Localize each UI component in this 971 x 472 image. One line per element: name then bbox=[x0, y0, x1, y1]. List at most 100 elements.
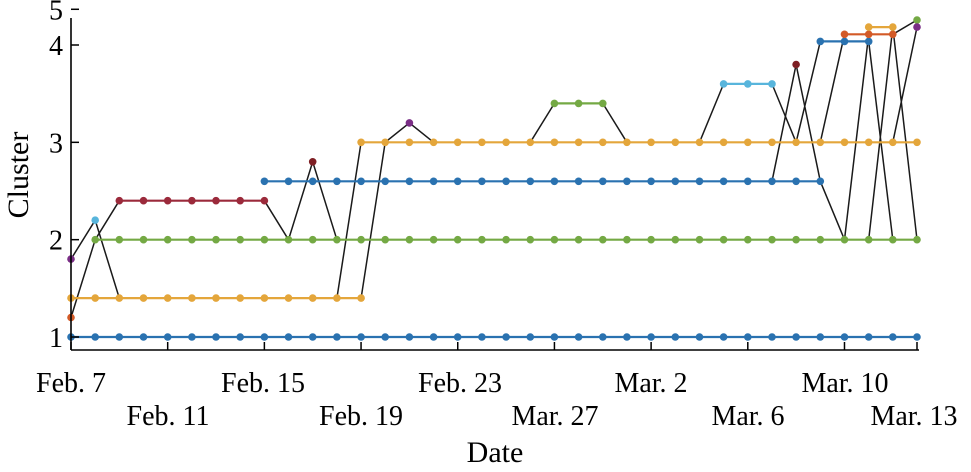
series-6-point-8 bbox=[526, 138, 535, 147]
series-3-point-18 bbox=[502, 235, 510, 244]
series-9-point-3 bbox=[864, 37, 873, 46]
series-2-point-7 bbox=[212, 294, 220, 302]
series-layer bbox=[71, 26, 917, 339]
series-10-point-2 bbox=[864, 30, 873, 39]
series-5-point-7 bbox=[405, 177, 414, 186]
x-tick-label-upper-3: Feb. 23 bbox=[418, 368, 502, 399]
series-3-point-6 bbox=[212, 235, 220, 244]
series-3-point-8 bbox=[260, 235, 269, 244]
series-5-point-11 bbox=[502, 177, 510, 186]
series-3-point-22 bbox=[599, 235, 607, 244]
series-3-point-14 bbox=[405, 235, 414, 244]
series-3-point-17 bbox=[478, 235, 486, 244]
x-tick-label-lower-1: Feb. 11 bbox=[127, 401, 210, 432]
series-5-point-3 bbox=[308, 177, 317, 186]
connector-line-3 bbox=[263, 159, 338, 242]
series-1-point-17 bbox=[453, 333, 462, 341]
series-2-point-9 bbox=[260, 294, 269, 302]
series-3-point-12 bbox=[357, 235, 365, 244]
series-1-point-25 bbox=[647, 333, 655, 341]
points-layer bbox=[67, 16, 921, 341]
connector-line-8 bbox=[698, 83, 725, 143]
series-1-point-7 bbox=[212, 333, 220, 341]
series-1-point-3 bbox=[115, 333, 124, 341]
series-3-point-1 bbox=[91, 235, 99, 244]
series-3-point-20 bbox=[550, 235, 559, 244]
connector-line-7 bbox=[602, 103, 628, 143]
series-5-point-5 bbox=[357, 177, 365, 186]
x-tick-label-upper-5: Mar. 10 bbox=[801, 368, 888, 399]
series-3-point-30 bbox=[792, 235, 800, 244]
connector-line-9 bbox=[771, 41, 822, 145]
series-5-point-20 bbox=[719, 177, 728, 186]
series-6-point-9 bbox=[550, 138, 559, 147]
x-tick-label-upper-2: Feb. 15 bbox=[221, 368, 305, 399]
series-1-point-5 bbox=[163, 333, 172, 341]
series-4-point-6 bbox=[236, 196, 244, 205]
series-6-point-1 bbox=[357, 138, 365, 147]
series-1-point-14 bbox=[381, 333, 390, 341]
connector-line-1 bbox=[70, 218, 121, 299]
series-2-point-4 bbox=[139, 294, 148, 302]
series-1-point-2 bbox=[91, 333, 99, 341]
series-1-point-31 bbox=[792, 333, 800, 341]
series-6-point-19 bbox=[792, 138, 800, 147]
series-7-point-1 bbox=[550, 99, 559, 108]
series-2-point-6 bbox=[188, 294, 196, 302]
series-3-point-5 bbox=[188, 235, 196, 244]
series-6-point-21 bbox=[840, 138, 849, 147]
connector-line-16 bbox=[892, 26, 918, 143]
ticks-layer: 1 2 3 4 5 Feb. 7 Feb. 15 Feb. 23 Mar. 2 Mar. 10 Fe… bbox=[36, 0, 958, 432]
series-7-point-3 bbox=[599, 99, 607, 108]
series-10-point-1 bbox=[840, 30, 849, 39]
series-3-point-24 bbox=[647, 235, 655, 244]
series-5-point-13 bbox=[550, 177, 559, 186]
series-6-point-2 bbox=[381, 138, 390, 147]
series-1-point-29 bbox=[744, 333, 752, 341]
connector-line-10 bbox=[819, 34, 870, 243]
series-1-point-33 bbox=[840, 333, 849, 341]
series-5-point-21 bbox=[744, 177, 752, 186]
series-18-point-1 bbox=[913, 16, 921, 24]
series-1-point-20 bbox=[526, 333, 535, 341]
series-3-point-10 bbox=[308, 235, 317, 244]
series-3-point-13 bbox=[381, 235, 390, 244]
x-tick-label-lower-3: Mar. 27 bbox=[511, 401, 598, 432]
series-6-point-17 bbox=[744, 138, 752, 147]
series-1-point-23 bbox=[599, 333, 607, 341]
series-8-point-1 bbox=[719, 80, 728, 88]
series-3-point-28 bbox=[744, 235, 752, 244]
series-3-point-2 bbox=[115, 235, 124, 244]
series-5-point-8 bbox=[429, 177, 438, 186]
series-3-point-34 bbox=[889, 235, 897, 244]
series-1-point-15 bbox=[405, 333, 414, 341]
series-6-point-12 bbox=[623, 138, 631, 147]
series-5-point-22 bbox=[768, 177, 776, 186]
x-tick-label-lower-4: Mar. 6 bbox=[711, 401, 784, 432]
series-6-point-6 bbox=[478, 138, 486, 147]
series-5-point-19 bbox=[695, 177, 704, 186]
series-8-point-3 bbox=[768, 80, 776, 88]
connector-line-6 bbox=[529, 103, 556, 143]
series-6-point-23 bbox=[889, 138, 897, 147]
y-tick-label-5: 5 bbox=[49, 0, 63, 26]
series-11-point-1 bbox=[864, 23, 873, 31]
series-3-point-19 bbox=[526, 235, 535, 244]
series-2-point-11 bbox=[308, 294, 317, 302]
series-4-point-5 bbox=[212, 196, 220, 205]
series-6-point-4 bbox=[429, 138, 438, 147]
series-5-point-17 bbox=[647, 177, 655, 186]
series-1-point-19 bbox=[502, 333, 510, 341]
series-3-point-26 bbox=[695, 235, 704, 244]
series-9-point-2 bbox=[840, 37, 849, 46]
series-1-point-13 bbox=[357, 333, 365, 341]
series-1-point-24 bbox=[623, 333, 631, 341]
series-3-point-32 bbox=[840, 235, 849, 244]
series-16-point-1 bbox=[405, 119, 414, 127]
series-3-point-35 bbox=[913, 235, 921, 244]
series-6-point-18 bbox=[768, 138, 776, 147]
series-3-point-3 bbox=[139, 235, 148, 244]
series-3-point-31 bbox=[816, 235, 825, 244]
y-axis-title: Cluster bbox=[2, 132, 35, 219]
